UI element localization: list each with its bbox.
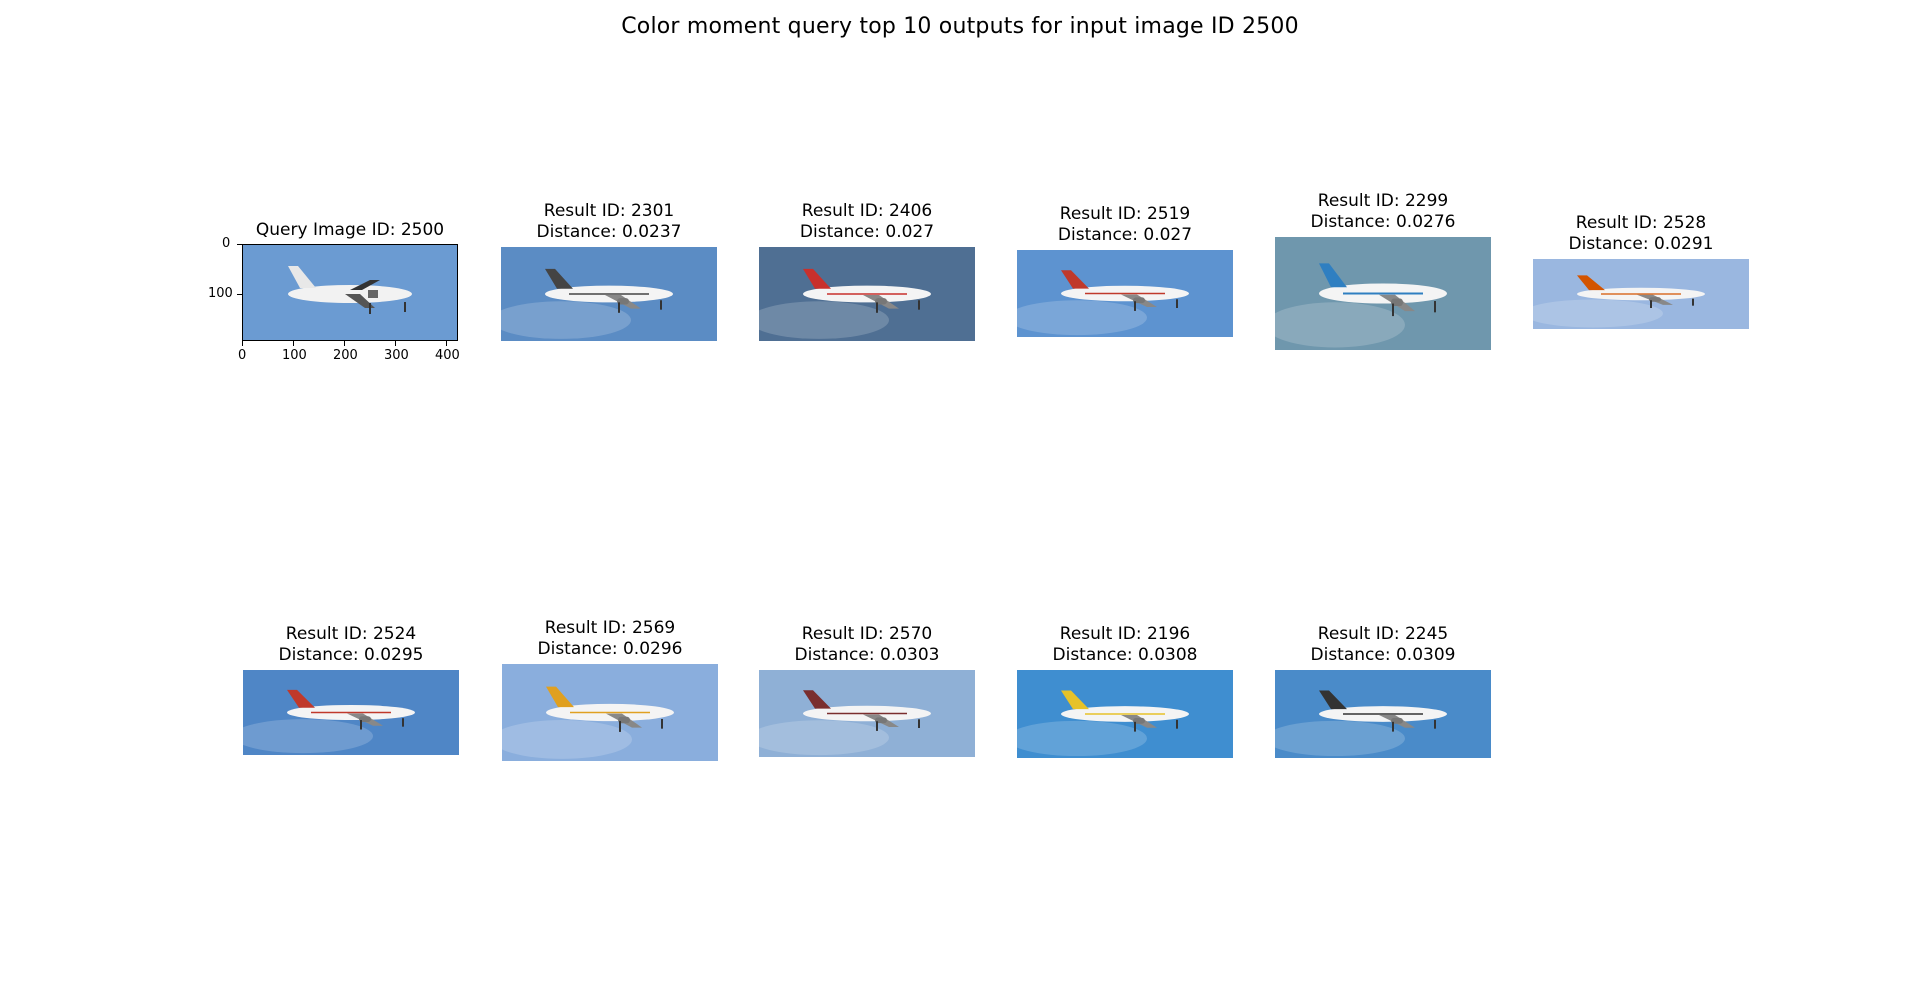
- result-image: [502, 664, 718, 761]
- result-panel: Result ID: 2299 Distance: 0.0276: [1275, 191, 1491, 350]
- result-panel: Result ID: 2245 Distance: 0.0309: [1275, 624, 1491, 758]
- result-panel: Result ID: 2519 Distance: 0.027: [1017, 204, 1233, 337]
- xtick-label: 0: [238, 348, 247, 363]
- result-image: [1275, 237, 1491, 350]
- result-image: [1017, 670, 1233, 758]
- result-distance-label: Distance: 0.0295: [278, 645, 424, 665]
- result-id-label: Result ID: 2299: [1317, 191, 1449, 211]
- result-distance-label: Distance: 0.0276: [1310, 212, 1456, 232]
- xtick-label: 100: [282, 348, 307, 363]
- result-image: [759, 670, 975, 757]
- airplane-photo: [502, 664, 718, 761]
- result-distance-label: Distance: 0.0291: [1568, 234, 1714, 254]
- result-id-label: Result ID: 2196: [1059, 624, 1191, 644]
- result-panel: Result ID: 2301 Distance: 0.0237: [501, 201, 717, 341]
- xtick-mark: [293, 341, 294, 346]
- result-id-label: Result ID: 2570: [801, 624, 933, 644]
- result-panel: Result ID: 2570 Distance: 0.0303: [759, 624, 975, 757]
- airplane-photo: [1017, 250, 1233, 337]
- airplane-photo: [501, 247, 717, 341]
- ytick-label: 0: [222, 236, 231, 251]
- airplane-photo: [1275, 670, 1491, 758]
- result-distance-label: Distance: 0.0309: [1310, 645, 1456, 665]
- result-image: [759, 247, 975, 341]
- result-image: [1533, 259, 1749, 329]
- result-id-label: Result ID: 2245: [1317, 624, 1449, 644]
- xtick-label: 200: [333, 348, 358, 363]
- result-id-label: Result ID: 2406: [801, 201, 933, 221]
- query-image: [242, 244, 458, 341]
- airplane-photo: [1275, 237, 1491, 350]
- xtick-mark: [344, 341, 345, 346]
- ytick-label: 100: [208, 286, 233, 301]
- xtick-mark: [242, 341, 243, 346]
- airplane-photo: [1017, 670, 1233, 758]
- result-panel: Result ID: 2569 Distance: 0.0296: [502, 618, 718, 761]
- xtick-label: 400: [435, 348, 460, 363]
- result-image: [501, 247, 717, 341]
- result-image: [1017, 250, 1233, 337]
- airplane-photo: [759, 670, 975, 757]
- result-distance-label: Distance: 0.027: [1057, 225, 1193, 245]
- airplane-photo: [243, 670, 459, 755]
- figure-title: Color moment query top 10 outputs for in…: [621, 14, 1299, 39]
- result-distance-label: Distance: 0.0303: [794, 645, 940, 665]
- result-distance-label: Distance: 0.0296: [537, 639, 683, 659]
- result-id-label: Result ID: 2528: [1575, 213, 1707, 233]
- result-distance-label: Distance: 0.0308: [1052, 645, 1198, 665]
- result-panel: Result ID: 2196 Distance: 0.0308: [1017, 624, 1233, 758]
- airplane-photo: [759, 247, 975, 341]
- result-id-label: Result ID: 2519: [1059, 204, 1191, 224]
- result-id-label: Result ID: 2569: [544, 618, 676, 638]
- result-panel: Result ID: 2524 Distance: 0.0295: [243, 624, 459, 755]
- xtick-label: 300: [384, 348, 409, 363]
- xtick-mark: [446, 341, 447, 346]
- xtick-mark: [395, 341, 396, 346]
- result-id-label: Result ID: 2524: [285, 624, 417, 644]
- result-id-label: Result ID: 2301: [543, 201, 675, 221]
- result-distance-label: Distance: 0.027: [799, 222, 935, 242]
- ytick-mark: [237, 244, 242, 245]
- result-distance-label: Distance: 0.0237: [536, 222, 682, 242]
- ytick-mark: [237, 294, 242, 295]
- result-image: [243, 670, 459, 755]
- result-panel: Result ID: 2406 Distance: 0.027: [759, 201, 975, 341]
- query-caption: Query Image ID: 2500: [255, 220, 445, 240]
- airplane-photo: [1533, 259, 1749, 329]
- result-image: [1275, 670, 1491, 758]
- query-panel: Query Image ID: 2500 0 100 0 100 200 300…: [208, 218, 460, 368]
- airplane-photo: [242, 244, 458, 341]
- result-panel: Result ID: 2528 Distance: 0.0291: [1533, 213, 1749, 329]
